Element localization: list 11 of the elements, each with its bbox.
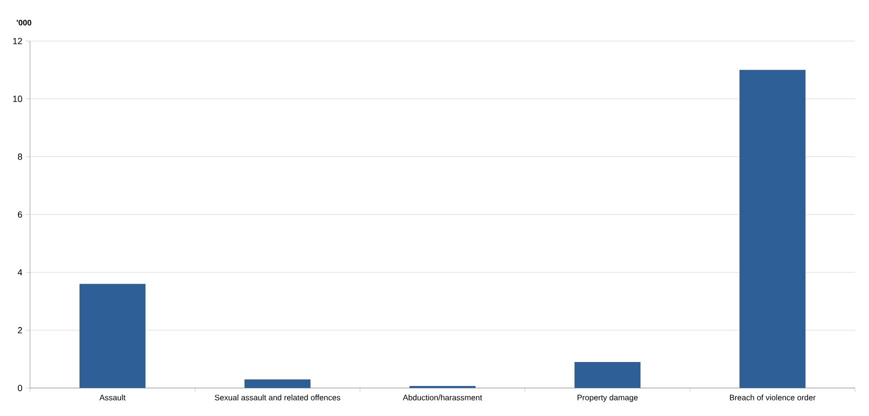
y-tick-label: 6 [18, 211, 22, 218]
bar [80, 284, 146, 388]
y-tick-label: 10 [13, 96, 22, 102]
bar [244, 379, 311, 388]
bar [574, 362, 641, 388]
y-tick-label: 2 [18, 327, 22, 334]
y-tick-label: 0 [18, 384, 22, 392]
bar [740, 70, 806, 388]
y-tick-label: 4 [18, 269, 22, 276]
y-tick-label: 8 [18, 153, 22, 160]
y-tick-label: 12 [13, 38, 22, 44]
